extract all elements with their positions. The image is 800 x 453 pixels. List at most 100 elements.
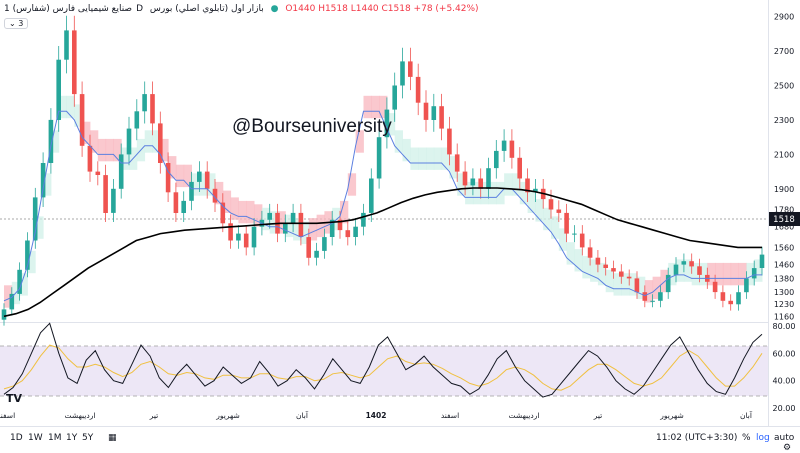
settings-gear-icon[interactable]: ⚙ xyxy=(783,443,792,453)
candle-body xyxy=(462,171,468,186)
tradingview-logo: TV xyxy=(6,392,23,405)
cloud-segment xyxy=(558,228,568,251)
candle-body xyxy=(243,233,249,248)
last-price-badge xyxy=(769,212,800,226)
time-tick-label: آبان xyxy=(740,410,753,420)
timeframe-1y[interactable]: 1Y xyxy=(66,433,78,443)
candle-body xyxy=(501,140,507,151)
price-axis[interactable]: 2900 2700 2500 2300 2100 1900 1780 1680 1560 1460… xyxy=(774,13,794,322)
candle-body xyxy=(494,150,499,169)
cloud-segment xyxy=(35,216,44,239)
cloud-segment xyxy=(371,95,380,119)
oscillator-axis[interactable]: 80.00 60.00 40.00 20.00 xyxy=(773,322,796,413)
cloud-segment xyxy=(175,164,185,188)
cloud-segment xyxy=(277,211,286,234)
candle-body xyxy=(658,292,663,301)
candle-body xyxy=(595,257,601,265)
candle-body xyxy=(689,261,694,267)
osc-tick-label: 60.00 xyxy=(773,349,796,358)
kijun-line xyxy=(3,110,762,302)
cloud-segment xyxy=(316,214,325,238)
osc-tick-label: 40.00 xyxy=(773,377,796,386)
auto-toggle[interactable]: auto xyxy=(774,433,795,443)
cloud-segment xyxy=(488,181,497,205)
time-tick-label: تیر xyxy=(149,411,159,420)
price-tick-label: 1560 xyxy=(774,243,794,252)
rsi-band xyxy=(0,346,768,396)
symbol-name[interactable]: صنایع شیمیایی فارس (شفارس) xyxy=(12,4,133,14)
calendar-icon[interactable]: ▦ xyxy=(108,433,117,443)
clock-label[interactable]: 11:02 (UTC+3:30) xyxy=(656,433,738,443)
candle-body xyxy=(95,171,101,175)
cloud-segment xyxy=(113,138,122,162)
chevron-down-icon: ⌄ xyxy=(9,19,16,28)
price-tick-label: 1460 xyxy=(774,261,794,270)
rsi-ma-line xyxy=(3,344,763,391)
timeframe-1m[interactable]: 1M xyxy=(48,433,62,443)
interval-label[interactable]: 1D xyxy=(4,4,144,14)
watermark-text: @Bourseuniversity xyxy=(232,116,392,137)
candle-body xyxy=(283,223,288,234)
cloud-segment xyxy=(254,204,263,227)
time-axis[interactable]: اسفند اردیبهشت تیر شهریور آبان 1402 اسفند اردیب… xyxy=(0,410,753,420)
osc-tick-label: 80.00 xyxy=(773,322,796,331)
candle-body xyxy=(720,292,726,301)
cloud-segment xyxy=(465,181,474,205)
candle-body xyxy=(165,163,171,193)
price-tick-label: 1780 xyxy=(774,206,794,215)
candle-body xyxy=(126,128,132,155)
cloud-segment xyxy=(269,211,278,234)
candle-body xyxy=(587,247,593,258)
candle-body xyxy=(744,278,749,293)
price-axis-border xyxy=(768,0,769,426)
cloud-segment xyxy=(199,173,208,196)
candle-body xyxy=(712,281,718,293)
log-toggle[interactable]: log xyxy=(756,433,770,443)
cloud-segment xyxy=(168,156,177,179)
timeframe-1w[interactable]: 1W xyxy=(28,433,43,443)
candle-body xyxy=(439,106,444,129)
cloud-segment xyxy=(668,262,677,286)
cloud-segment xyxy=(238,200,247,224)
candle-body xyxy=(478,178,483,189)
cloud-segment xyxy=(527,190,536,213)
candle-body xyxy=(533,188,538,193)
candle-body xyxy=(353,226,358,237)
percent-toggle[interactable]: % xyxy=(742,433,751,443)
candle-body xyxy=(322,237,327,251)
cloud-segment xyxy=(50,130,60,153)
cloud-segment xyxy=(4,285,13,308)
indicator-count: 3 xyxy=(18,19,24,28)
time-tick-label: شهریور xyxy=(659,411,683,420)
time-tick-label: اسفند xyxy=(0,411,15,420)
indicators-toggle[interactable]: ⌄ 3 xyxy=(4,18,29,29)
cloud-segment xyxy=(207,173,216,196)
cloud-segment xyxy=(511,173,521,196)
candle-body xyxy=(564,212,569,234)
candle-body xyxy=(556,209,562,213)
candle-body xyxy=(376,137,382,179)
cloud-segment xyxy=(74,104,83,127)
cloud-segment xyxy=(754,259,763,282)
candle-body xyxy=(525,178,530,193)
candle-body xyxy=(736,292,741,305)
candle-body xyxy=(423,102,429,120)
osc-tick-label: 20.00 xyxy=(773,404,796,413)
timeframe-5y[interactable]: 5Y xyxy=(82,433,94,443)
pane-divider[interactable] xyxy=(0,322,768,323)
candle-body xyxy=(384,109,390,138)
candle-body xyxy=(548,199,554,210)
status-dot-icon: ● xyxy=(270,4,279,14)
cloud-segment xyxy=(441,147,450,170)
candle-body xyxy=(517,157,522,179)
time-tick-label: شهریور xyxy=(215,411,239,420)
candle-body xyxy=(298,212,304,237)
time-tick-label: اردیبهشت xyxy=(65,411,96,420)
timeframe-1d[interactable]: 1D xyxy=(10,433,23,443)
candle-body xyxy=(603,264,608,268)
cloud-segment xyxy=(605,269,614,293)
price-tick-label: 1900 xyxy=(774,185,794,194)
time-tick-label: 1402 xyxy=(366,411,387,420)
candle-body xyxy=(415,76,421,103)
